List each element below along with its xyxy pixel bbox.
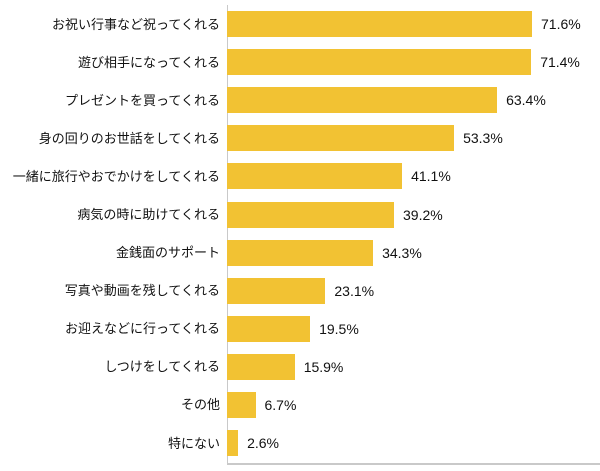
value-label: 23.1% [334, 282, 375, 299]
value-label: 6.7% [264, 396, 297, 413]
category-label: 特にない [167, 435, 220, 451]
bar [227, 277, 326, 304]
category-label: 一緒に旅行やおでかけをしてくれる [12, 168, 220, 184]
bar-row: 一緒に旅行やおでかけをしてくれる 41.1% [0, 157, 600, 195]
bar [227, 353, 295, 380]
bar-row: 遊び相手になってくれる 71.4% [0, 43, 600, 81]
bar-area: 63.4% [227, 87, 600, 114]
bar-area: 6.7% [227, 391, 600, 418]
bar [227, 391, 256, 418]
bar-rows: お祝い行事など祝ってくれる 71.6% 遊び相手になってくれる 71.4% プレゼントを… [0, 5, 600, 462]
bar-row: プレゼントを買ってくれる 63.4% [0, 81, 600, 119]
bar-row: 金銭面のサポート 34.3% [0, 234, 600, 272]
bar-area: 53.3% [227, 125, 600, 152]
category-label: 金銭面のサポート [115, 245, 220, 261]
value-label: 34.3% [382, 244, 422, 261]
value-label: 15.9% [303, 358, 344, 375]
y-axis-line [227, 5, 228, 463]
category-label: しつけをしてくれる [104, 359, 220, 375]
bar-area: 34.3% [227, 239, 600, 266]
bar [227, 430, 239, 457]
category-label: お迎えなどに行ってくれる [65, 321, 220, 337]
category-label: お祝い行事など祝ってくれる [52, 16, 220, 32]
category-label: 身の回りのお世話をしてくれる [38, 130, 220, 146]
bar-row: しつけをしてくれる 15.9% [0, 348, 600, 386]
value-label: 39.2% [403, 206, 443, 223]
bar-area: 15.9% [227, 353, 600, 380]
bar-row: 写真や動画を残してくれる 23.1% [0, 272, 600, 310]
value-label: 63.4% [506, 92, 546, 109]
bar-area: 23.1% [227, 277, 600, 304]
category-label: プレゼントを買ってくれる [65, 92, 220, 108]
bar [227, 315, 311, 342]
bar [227, 87, 498, 114]
category-label: その他 [180, 397, 220, 413]
value-label: 71.4% [540, 54, 580, 71]
bar-row: その他 6.7% [0, 386, 600, 424]
bar-row: 特にない 2.6% [0, 424, 600, 462]
value-label: 2.6% [247, 435, 280, 452]
bar-area: 2.6% [227, 430, 600, 457]
category-label: 写真や動画を残してくれる [64, 283, 220, 299]
bar [227, 11, 532, 38]
value-label: 19.5% [319, 320, 359, 337]
bar-row: お祝い行事など祝ってくれる 71.6% [0, 5, 600, 43]
bar [227, 49, 532, 76]
x-axis-line [227, 463, 600, 465]
bar [227, 201, 394, 228]
bar-row: 病気の時に助けてくれる 39.2% [0, 195, 600, 233]
bar-area: 71.4% [227, 49, 600, 76]
bar-area: 71.6% [227, 11, 600, 38]
bar [227, 125, 455, 152]
category-label: 遊び相手になってくれる [78, 54, 220, 70]
bar [227, 163, 403, 190]
bar-area: 41.1% [227, 163, 600, 190]
category-label: 病気の時に助けてくれる [77, 207, 220, 223]
value-label: 53.3% [463, 130, 503, 147]
bar-row: 身の回りのお世話をしてくれる 53.3% [0, 119, 600, 157]
bar-area: 39.2% [227, 201, 600, 228]
value-label: 41.1% [411, 168, 451, 185]
bar-area: 19.5% [227, 315, 600, 342]
bar-row: お迎えなどに行ってくれる 19.5% [0, 310, 600, 348]
bar [227, 239, 374, 266]
value-label: 71.6% [541, 16, 581, 33]
